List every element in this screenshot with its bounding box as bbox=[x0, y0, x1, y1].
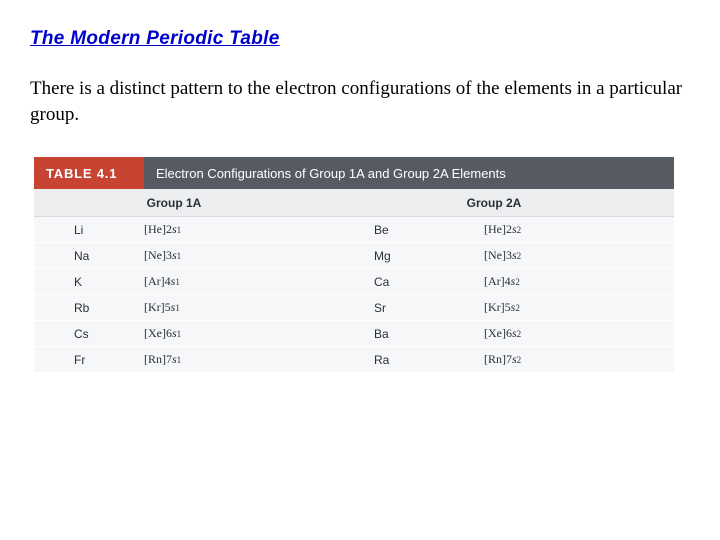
table-title-bar: TABLE 4.1 Electron Configurations of Gro… bbox=[34, 157, 674, 189]
element-1a: Na bbox=[34, 243, 144, 268]
intro-text: There is a distinct pattern to the elect… bbox=[30, 76, 690, 127]
config-table: TABLE 4.1 Electron Configurations of Gro… bbox=[34, 157, 674, 373]
table-row: Na[Ne]3s1Mg[Ne]3s2 bbox=[34, 243, 674, 269]
config-1a: [Ne]3s1 bbox=[144, 243, 314, 268]
table-row: Rb[Kr]5s1Sr[Kr]5s2 bbox=[34, 295, 674, 321]
group-1a-header: Group 1A bbox=[34, 189, 314, 216]
element-1a: Rb bbox=[34, 295, 144, 320]
table-title: Electron Configurations of Group 1A and … bbox=[144, 157, 674, 189]
config-1a: [Kr]5s1 bbox=[144, 295, 314, 320]
element-1a: Li bbox=[34, 217, 144, 242]
config-2a: [Xe]6s2 bbox=[484, 321, 674, 346]
config-1a: [Rn]7s1 bbox=[144, 347, 314, 372]
element-2a: Be bbox=[314, 217, 484, 242]
element-1a: Cs bbox=[34, 321, 144, 346]
config-2a: [Kr]5s2 bbox=[484, 295, 674, 320]
config-2a: [Ar]4s2 bbox=[484, 269, 674, 294]
group-header-row: Group 1A Group 2A bbox=[34, 189, 674, 217]
table-row: Fr[Rn]7s1Ra[Rn]7s2 bbox=[34, 347, 674, 373]
table-label: TABLE 4.1 bbox=[34, 157, 144, 189]
group-2a-header: Group 2A bbox=[314, 189, 674, 216]
config-1a: [Ar]4s1 bbox=[144, 269, 314, 294]
config-2a: [Rn]7s2 bbox=[484, 347, 674, 372]
section-heading: The Modern Periodic Table bbox=[30, 28, 690, 50]
config-2a: [Ne]3s2 bbox=[484, 243, 674, 268]
config-1a: [He]2s1 bbox=[144, 217, 314, 242]
table-row: K[Ar]4s1Ca[Ar]4s2 bbox=[34, 269, 674, 295]
table-row: Li[He]2s1Be[He]2s2 bbox=[34, 217, 674, 243]
element-2a: Ba bbox=[314, 321, 484, 346]
config-2a: [He]2s2 bbox=[484, 217, 674, 242]
table-row: Cs[Xe]6s1Ba[Xe]6s2 bbox=[34, 321, 674, 347]
config-1a: [Xe]6s1 bbox=[144, 321, 314, 346]
element-2a: Mg bbox=[314, 243, 484, 268]
element-2a: Ca bbox=[314, 269, 484, 294]
element-2a: Sr bbox=[314, 295, 484, 320]
element-1a: K bbox=[34, 269, 144, 294]
element-2a: Ra bbox=[314, 347, 484, 372]
element-1a: Fr bbox=[34, 347, 144, 372]
